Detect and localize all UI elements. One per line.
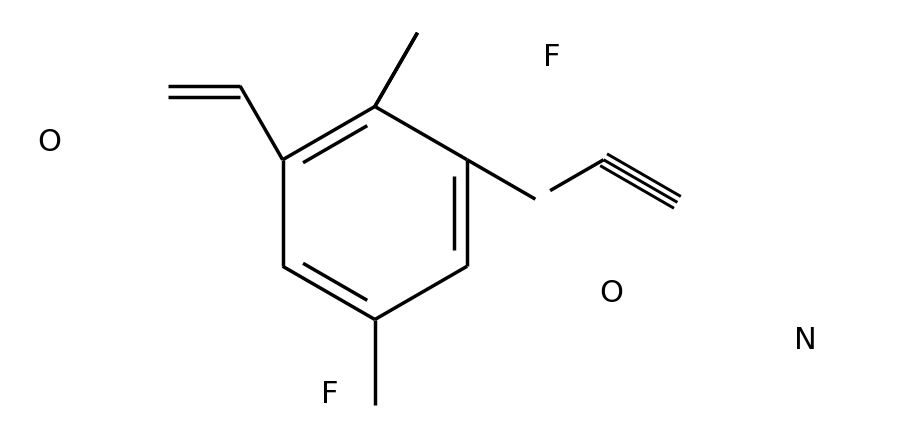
Text: F: F [321, 380, 339, 409]
Text: O: O [600, 279, 623, 308]
Text: F: F [543, 43, 561, 72]
Text: N: N [794, 326, 817, 355]
Text: O: O [37, 128, 61, 157]
